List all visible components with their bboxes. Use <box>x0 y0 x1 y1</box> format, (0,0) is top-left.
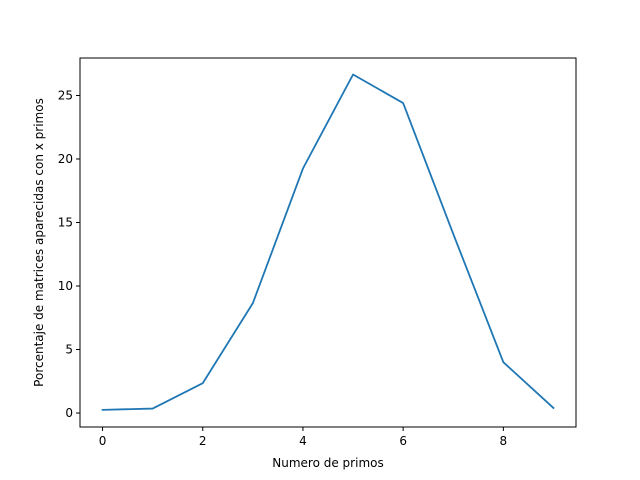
x-tick-label: 0 <box>99 434 107 448</box>
x-axis-label: Numero de primos <box>272 456 383 470</box>
y-axis-ticks: 0 5 10 15 20 25 <box>58 88 80 420</box>
y-axis-label: Porcentaje de matrices aparecidas con x … <box>32 98 46 387</box>
plot-frame <box>79 57 577 428</box>
x-tick-label: 6 <box>399 434 407 448</box>
y-tick-label: 0 <box>65 406 73 420</box>
series-layer <box>101 73 555 411</box>
x-tick-label: 4 <box>299 434 307 448</box>
x-axis-ticks: 0 2 4 6 8 <box>99 427 507 448</box>
y-tick-label: 5 <box>65 343 73 357</box>
y-tick-label: 10 <box>58 279 73 293</box>
y-tick-label: 15 <box>58 215 73 229</box>
series-line <box>101 73 555 411</box>
x-tick-label: 2 <box>199 434 207 448</box>
x-tick-label: 8 <box>500 434 508 448</box>
y-tick-label: 25 <box>58 88 73 102</box>
plot-background <box>80 58 576 427</box>
y-tick-label: 20 <box>58 152 73 166</box>
